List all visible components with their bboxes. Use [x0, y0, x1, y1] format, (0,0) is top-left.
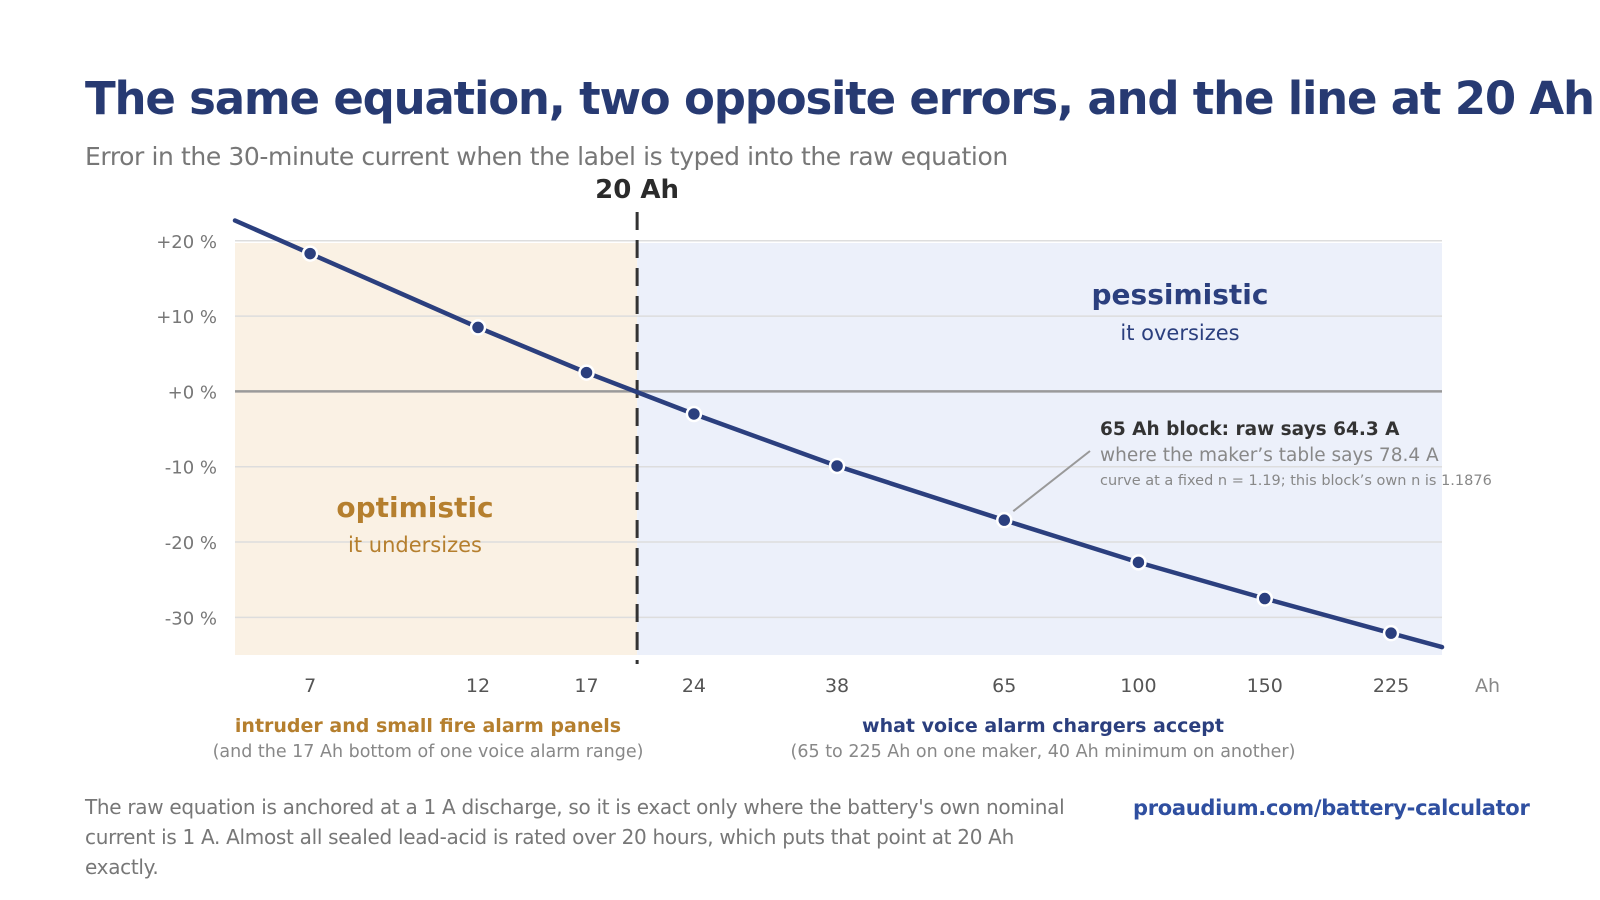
y-tick-label: -10 %	[165, 458, 217, 479]
x-tick-label: 17	[574, 675, 598, 697]
right-group-title: what voice alarm chargers accept	[862, 715, 1224, 737]
data-point	[828, 457, 846, 475]
annotation-line3: curve at a fixed n = 1.19; this block’s …	[1100, 473, 1492, 489]
x-tick-label: 24	[682, 675, 706, 697]
y-tick-label: -20 %	[165, 533, 217, 554]
x-tick-label: 100	[1120, 675, 1156, 697]
x-unit-label: Ah	[1475, 675, 1500, 697]
y-tick-label: -30 %	[165, 608, 217, 629]
data-point	[1130, 554, 1147, 571]
data-point	[469, 319, 487, 336]
y-tick-label: +10 %	[156, 307, 217, 328]
x-tick-label: 150	[1247, 675, 1283, 697]
x-axis: 7 12 17 24 38 65 100 150 225	[304, 675, 1409, 697]
annotation-line1: 65 Ah block: raw says 64.3 A	[1100, 419, 1400, 440]
x-tick-label: 225	[1373, 675, 1409, 697]
x-tick-label: 12	[466, 675, 490, 697]
x-tick-label: 38	[825, 675, 849, 697]
x-tick-label: 65	[992, 675, 1016, 697]
left-group-subtitle: (and the 17 Ah bottom of one voice alarm…	[213, 742, 644, 762]
data-point	[301, 245, 319, 262]
x-tick-label: 7	[304, 675, 316, 697]
optimistic-title: optimistic	[336, 491, 493, 524]
grid-lines	[235, 240, 1442, 619]
annotation-leader	[1012, 450, 1091, 512]
optimistic-subtitle: it undersizes	[348, 533, 482, 557]
left-group-title: intruder and small fire alarm panels	[235, 715, 621, 737]
data-point	[685, 405, 703, 423]
chart-title: The same equation, two opposite errors, …	[85, 72, 1595, 125]
data-point	[1382, 624, 1400, 642]
optimistic-band	[235, 243, 638, 655]
source-link[interactable]: proaudium.com/battery-calculator	[1133, 796, 1530, 820]
data-points	[301, 245, 1400, 642]
footnote: The raw equation is anchored at a 1 A di…	[85, 795, 1065, 879]
right-group-subtitle: (65 to 225 Ah on one maker, 40 Ah minimu…	[791, 742, 1296, 762]
chart-subtitle: Error in the 30-minute current when the …	[85, 142, 1008, 171]
threshold-label: 20 Ah	[595, 175, 679, 205]
pessimistic-band	[637, 243, 1442, 655]
pessimistic-subtitle: it oversizes	[1120, 321, 1239, 345]
data-point	[578, 364, 595, 381]
data-point	[996, 511, 1013, 529]
pessimistic-title: pessimistic	[1092, 278, 1269, 311]
data-point	[1256, 590, 1273, 607]
annotation-line2: where the maker’s table says 78.4 A	[1100, 445, 1439, 466]
y-axis: +20 % +10 % +0 % -10 % -20 % -30 %	[156, 232, 217, 630]
y-tick-label: +0 %	[168, 382, 217, 403]
y-tick-label: +20 %	[156, 232, 217, 253]
